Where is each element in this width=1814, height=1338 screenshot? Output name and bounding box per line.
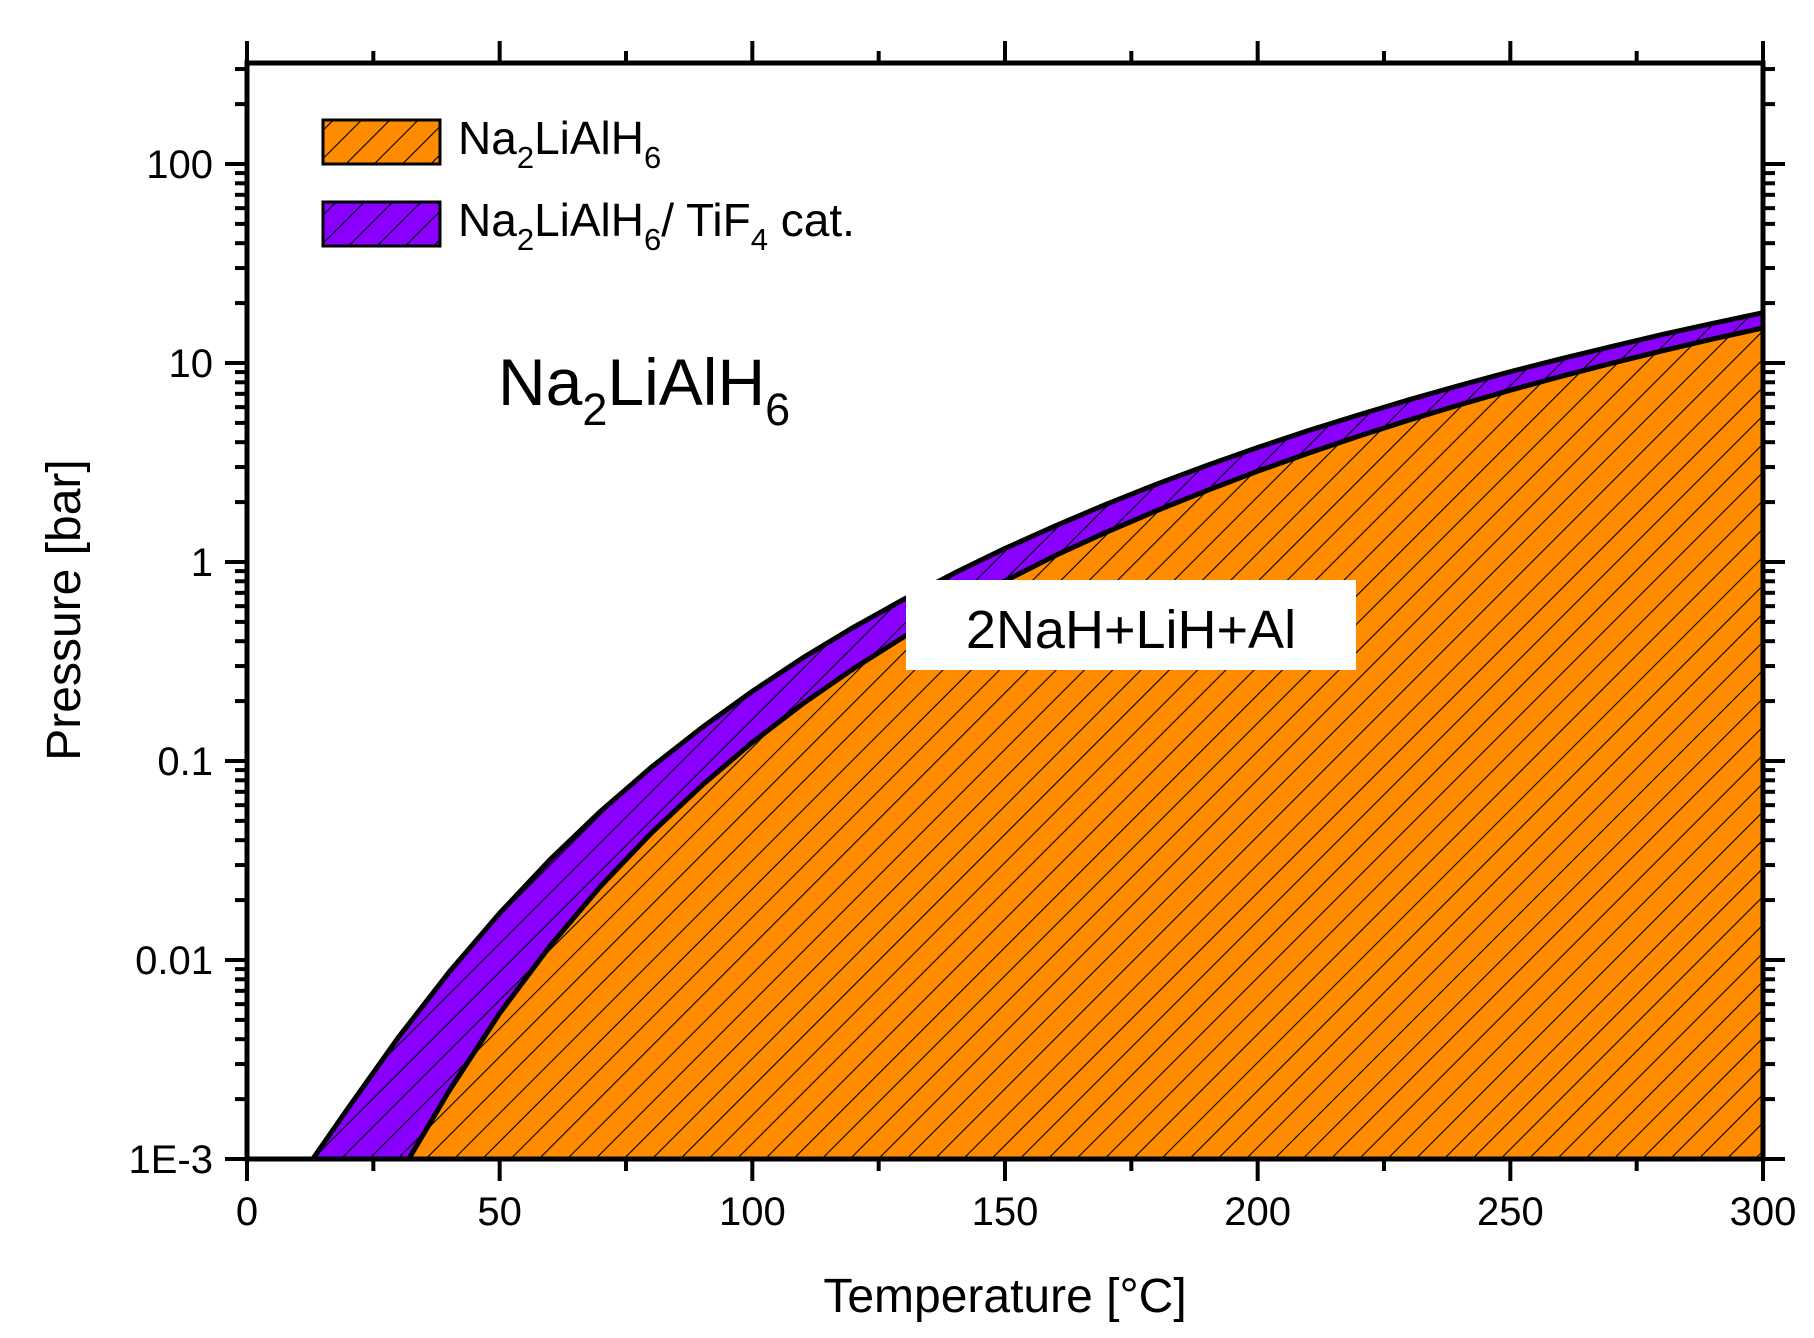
catalyzed-region-boundary-line: [310, 310, 1763, 1159]
y-tick-label: 0.01: [135, 939, 213, 983]
y-axis-title: Pressure [bar]: [38, 459, 91, 760]
x-tick-label: 300: [1730, 1190, 1797, 1234]
y-tick-label: 100: [146, 143, 213, 187]
y-tick-label: 1: [191, 541, 213, 585]
y-tick-label: 1E-3: [129, 1138, 214, 1182]
x-axis-title: Temperature [°C]: [823, 1270, 1186, 1323]
legend-swatch-hatch: [321, 200, 442, 248]
legend: Na2LiAlH6 Na2LiAlH6/ TiF4 cat.: [321, 112, 855, 257]
phase-label-hydride: Na2LiAlH6: [498, 345, 790, 435]
phase-label-box: [906, 580, 1356, 670]
y-tick-label: 0.1: [157, 740, 213, 784]
legend-entry-uncatalyzed: Na2LiAlH6: [321, 112, 661, 175]
legend-swatch-hatch: [321, 118, 442, 166]
x-tick-label: 150: [972, 1190, 1039, 1234]
legend-label: Na2LiAlH6: [458, 112, 661, 175]
phase-label-decomposed: 2NaH+LiH+Al: [966, 600, 1296, 660]
tick-labels: 0 50 100 150 200 250 300 1E-3 0.01 0.1 1 10 100: [129, 143, 1797, 1234]
axes: [225, 41, 1785, 1181]
plot-regions: [310, 310, 1763, 1159]
legend-entry-catalyzed: Na2LiAlH6/ TiF4 cat.: [321, 194, 855, 257]
uncatalyzed-region-boundary-line: [406, 325, 1763, 1159]
x-tick-label: 0: [236, 1190, 258, 1234]
x-tick-label: 100: [719, 1190, 786, 1234]
y-tick-label: 10: [169, 342, 214, 386]
x-tick-label: 250: [1477, 1190, 1544, 1234]
legend-label: Na2LiAlH6/ TiF4 cat.: [458, 194, 855, 257]
annotations: Na2LiAlH6 2NaH+LiH+Al: [498, 345, 1356, 670]
x-tick-label: 50: [477, 1190, 522, 1234]
uncatalyzed-region-hatch: [408, 327, 1763, 1159]
x-tick-label: 200: [1224, 1190, 1291, 1234]
